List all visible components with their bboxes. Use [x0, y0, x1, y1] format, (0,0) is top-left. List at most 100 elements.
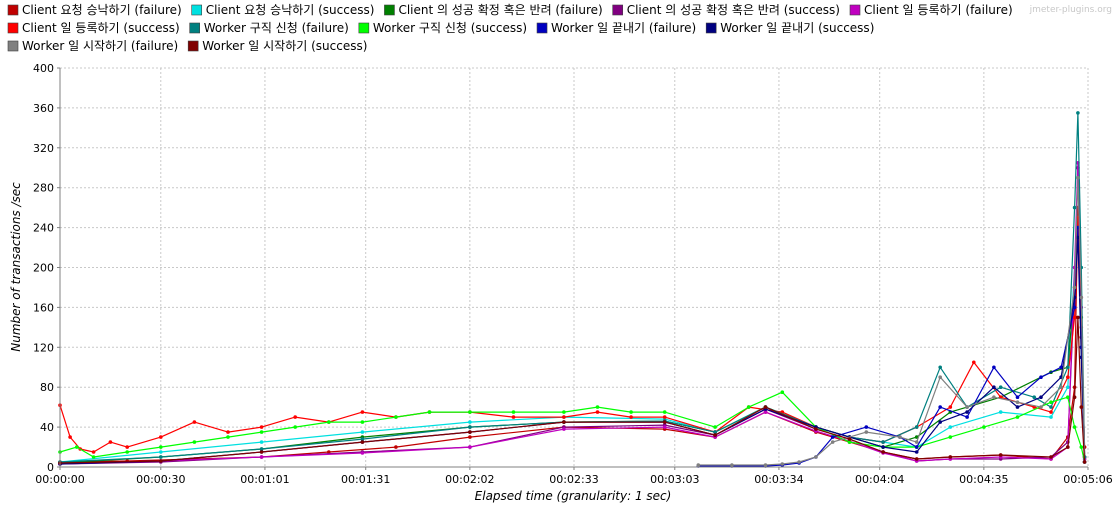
data-point: [259, 430, 264, 434]
data-point: [998, 385, 1003, 390]
legend-label: Worker 일 시작하기 (success): [202, 39, 367, 53]
data-point: [1066, 445, 1070, 449]
data-point: [830, 435, 835, 439]
data-point: [662, 425, 667, 429]
data-point: [159, 450, 163, 454]
data-point: [1015, 395, 1020, 400]
data-point: [226, 430, 230, 434]
data-point: [595, 405, 600, 409]
data-point: [998, 410, 1003, 414]
data-point: [1032, 395, 1036, 400]
data-point: [662, 420, 667, 424]
data-point: [914, 440, 919, 444]
legend-label: Client 의 성공 확정 혹은 반려 (success): [627, 3, 840, 17]
data-point: [948, 425, 953, 429]
data-point: [998, 453, 1003, 457]
data-point: [1066, 365, 1070, 370]
legend-item-6: Client 일 등록하기 (success): [7, 21, 180, 35]
legend-item-9: Worker 일 끝내기 (failure): [536, 21, 696, 35]
data-point: [746, 405, 751, 409]
data-point: [938, 405, 942, 409]
legend-label: Worker 일 시작하기 (failure): [22, 39, 178, 53]
legend-swatch: [536, 22, 548, 34]
y-tick-label: 160: [33, 301, 54, 314]
data-point: [468, 420, 472, 424]
data-point: [898, 435, 902, 439]
legend-item-7: Worker 구직 신청 (failure): [189, 21, 349, 35]
data-point: [1072, 305, 1077, 310]
legend-item-3: Client 의 성공 확정 혹은 반려 (failure): [384, 3, 603, 17]
data-point: [1015, 405, 1020, 409]
data-point: [125, 450, 129, 454]
data-point: [293, 415, 298, 419]
data-point: [965, 410, 969, 414]
data-point: [468, 435, 472, 439]
data-point: [965, 405, 969, 409]
data-point: [797, 460, 801, 464]
data-point: [948, 435, 953, 439]
data-point: [595, 410, 600, 414]
y-tick-label: 40: [40, 421, 54, 434]
legend-swatch: [384, 4, 395, 16]
data-point: [662, 415, 667, 419]
data-point: [1039, 375, 1043, 380]
data-point: [259, 447, 264, 451]
data-point: [662, 410, 667, 414]
data-point: [814, 455, 818, 459]
watermark-text: jmeter-plugins.org: [1029, 5, 1112, 15]
legend-swatch: [189, 22, 200, 34]
data-point: [1082, 460, 1087, 464]
legend-swatch: [187, 40, 199, 52]
data-point: [713, 425, 717, 429]
data-point: [562, 427, 566, 431]
data-point: [511, 410, 516, 414]
data-point: [780, 390, 785, 395]
data-point: [1076, 315, 1080, 320]
data-point: [938, 375, 942, 380]
series-line: [59, 217, 1086, 458]
series-line: [59, 391, 1086, 463]
data-point: [427, 410, 432, 414]
data-point: [91, 450, 96, 454]
legend-swatch: [7, 4, 19, 16]
data-point: [562, 415, 566, 419]
data-point: [91, 455, 96, 459]
y-tick-label: 400: [33, 62, 54, 75]
data-point: [914, 445, 919, 449]
legend-swatch: [849, 4, 861, 16]
data-point: [1066, 375, 1070, 380]
data-point: [730, 463, 734, 467]
x-tick-label: 00:00:00: [35, 473, 84, 486]
data-point: [847, 440, 852, 444]
data-point: [992, 365, 996, 370]
data-point: [881, 440, 885, 444]
legend-swatch: [7, 22, 19, 34]
data-point: [259, 425, 264, 429]
data-point: [259, 440, 264, 444]
legend-item-2: Client 요청 승낙하기 (success): [191, 3, 374, 17]
data-point: [938, 365, 942, 370]
data-point: [1079, 295, 1084, 300]
x-tick-label: 00:02:02: [445, 473, 494, 486]
x-tick-label: 00:04:35: [959, 473, 1008, 486]
x-tick-label: 00:02:33: [549, 473, 598, 486]
y-tick-label: 80: [40, 381, 54, 394]
data-point: [192, 440, 197, 444]
legend-item-1: Client 요청 승낙하기 (failure): [7, 3, 182, 17]
data-point: [327, 450, 331, 454]
data-point: [881, 450, 885, 454]
data-point: [511, 415, 516, 419]
data-point: [360, 420, 365, 424]
axes: 0 40 80 120 160 200 240 280 320 360 400 00:00:00 00:…: [33, 62, 1113, 486]
data-point: [938, 420, 942, 424]
x-axis-label: Elapsed time (granularity: 1 sec): [475, 489, 672, 503]
data-point: [108, 440, 113, 444]
data-point: [1059, 365, 1063, 370]
data-point: [75, 445, 79, 449]
data-point: [293, 425, 298, 429]
data-point: [1049, 455, 1053, 459]
legend-item-11: Worker 일 시작하기 (failure): [7, 39, 178, 53]
data-point: [763, 405, 768, 409]
data-point: [1039, 395, 1043, 400]
series-11: [696, 175, 1087, 467]
